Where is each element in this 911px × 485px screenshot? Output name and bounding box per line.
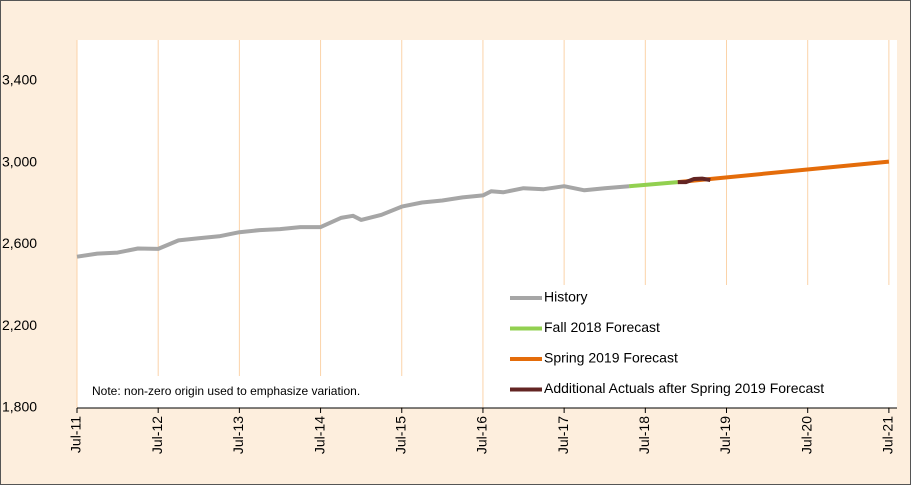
x-tick-label: Jul-15 xyxy=(392,416,408,454)
note: Note: non-zero origin used to emphasize … xyxy=(92,384,360,398)
y-tick-label: 3,400 xyxy=(2,72,37,88)
legend-label: Additional Actuals after Spring 2019 For… xyxy=(544,380,824,396)
x-tick-label: Jul-18 xyxy=(636,416,652,454)
y-tick-label: 3,000 xyxy=(2,153,37,169)
x-tick-label: Jul-21 xyxy=(880,416,896,454)
x-tick-label: Jul-14 xyxy=(311,416,327,454)
series-line xyxy=(76,184,630,259)
series-line xyxy=(677,159,890,185)
legend xyxy=(490,285,896,407)
y-tick-label: 2,600 xyxy=(2,235,37,251)
y-tick-label: 1,800 xyxy=(2,399,37,415)
series-line xyxy=(628,180,678,189)
x-tick-label: Jul-16 xyxy=(474,416,490,454)
x-tick-label: Jul-20 xyxy=(798,416,814,454)
y-tick-label: 2,200 xyxy=(2,317,37,333)
x-tick-label: Jul-17 xyxy=(555,416,571,454)
legend-label: History xyxy=(544,289,588,305)
x-tick-label: Jul-11 xyxy=(68,416,84,453)
x-tick-label: Jul-19 xyxy=(717,416,733,454)
series-line xyxy=(677,176,711,185)
legend-label: Fall 2018 Forecast xyxy=(544,319,660,335)
lines xyxy=(76,159,890,259)
x-tick-label: Jul-12 xyxy=(149,416,165,454)
legend-label: Spring 2019 Forecast xyxy=(544,350,678,366)
x-tick-label: Jul-13 xyxy=(230,416,246,454)
note-box xyxy=(78,376,440,407)
